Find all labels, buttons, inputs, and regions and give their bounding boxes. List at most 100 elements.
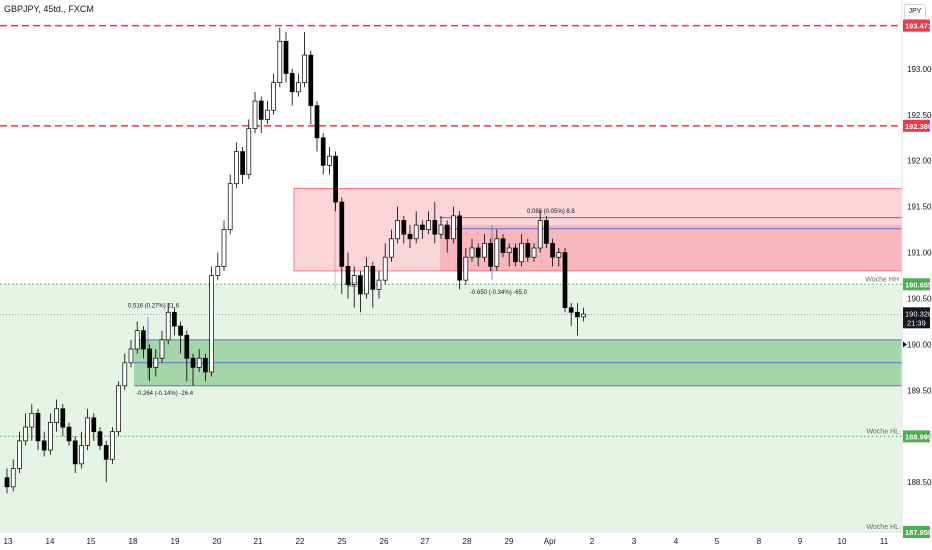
candle-body	[451, 215, 456, 240]
candle-body	[531, 247, 537, 258]
candle	[196, 349, 202, 372]
candle	[66, 422, 72, 446]
time-tick-label: 11	[880, 537, 889, 546]
time-tick-label: 27	[421, 537, 430, 546]
candle	[153, 349, 159, 377]
candle	[562, 247, 568, 313]
candle	[110, 427, 115, 464]
candle-body	[203, 357, 208, 373]
price-badge-text-2: 190.655	[905, 280, 932, 289]
time-tick-label: 19	[171, 537, 180, 546]
candle	[358, 270, 363, 313]
candle-body	[351, 275, 357, 286]
time-tick-label: 29	[505, 537, 514, 546]
measure-annotation-2: 0.088 (0.05%) 8.8	[527, 209, 575, 215]
candle-body	[544, 220, 549, 244]
candle-body	[17, 440, 22, 469]
candle-body	[54, 408, 59, 423]
candle-body	[116, 385, 121, 433]
candles-layer	[4, 27, 586, 494]
candle	[54, 399, 59, 432]
price-badge-text-3: 188.999	[905, 432, 932, 441]
candle-body	[382, 256, 388, 281]
time-tick-label: 15	[87, 537, 96, 546]
candle	[283, 32, 289, 83]
candle	[513, 243, 518, 267]
candle	[79, 431, 84, 469]
candle-body	[103, 445, 109, 460]
candle	[370, 261, 376, 308]
candle	[308, 50, 314, 124]
price-badge-4	[903, 526, 930, 538]
price-axis[interactable]: 193.000 192.500 192.000 191.500 191.000 190.5…	[907, 65, 932, 487]
candle	[531, 243, 537, 262]
candle-body	[438, 224, 444, 235]
candle-body	[389, 238, 394, 258]
time-axis[interactable]: 13 14 15 18 19 20 21 22 25 26 27 28 29 Apr 2 3 4 5 8 9 10 11	[4, 537, 889, 546]
candle-body	[401, 220, 407, 235]
candle-body	[506, 247, 512, 253]
price-tick-label: 193.000	[907, 65, 932, 74]
candle-body	[475, 247, 481, 258]
measure-annotation-3: -0.650 (-0.34%) -65.0	[470, 290, 528, 296]
candle-body	[10, 468, 16, 488]
candle-body	[513, 247, 518, 263]
current-price-badge	[903, 307, 930, 329]
candle	[525, 238, 531, 262]
candle	[500, 234, 506, 258]
candle	[314, 101, 320, 152]
candle	[265, 101, 270, 124]
candle	[451, 206, 456, 244]
candle-body	[141, 330, 146, 350]
price-badge-0	[903, 19, 930, 32]
candle-body	[165, 311, 171, 341]
candle-body	[209, 275, 214, 373]
time-tick-label: 13	[4, 537, 13, 546]
candle-body	[562, 252, 568, 309]
candle-body	[240, 151, 245, 175]
time-tick-label: 5	[715, 537, 720, 546]
candle	[426, 211, 431, 235]
zones-layer	[0, 187, 903, 532]
candle-body	[500, 238, 506, 253]
candle-body	[172, 311, 177, 327]
candle-body	[252, 100, 258, 129]
candle-body	[60, 408, 66, 428]
candle	[302, 32, 307, 88]
candle-body	[457, 215, 462, 281]
measure-annotation-0: 0.516 (0.27%) 51.6	[128, 304, 180, 310]
candle-body	[314, 105, 320, 139]
candle-body	[519, 243, 524, 263]
candle-body	[128, 348, 134, 364]
level-label-3: Woche HL	[866, 428, 899, 435]
candle-body	[426, 220, 431, 230]
time-tick-label: 10	[838, 537, 847, 546]
time-tick-label: 26	[380, 537, 389, 546]
candle-body	[35, 412, 41, 442]
candle	[246, 119, 252, 180]
candle	[203, 353, 208, 382]
candle	[494, 229, 500, 271]
level-label-4: Woche HL	[866, 524, 899, 531]
currency-selector[interactable]: JPY	[904, 4, 926, 20]
candle-body	[221, 229, 227, 267]
candle	[544, 215, 549, 248]
candle-body	[227, 183, 233, 230]
candle	[289, 68, 295, 106]
price-tick-label: 190.000	[907, 340, 932, 349]
candle	[122, 353, 128, 391]
candle	[97, 427, 103, 451]
candle	[506, 243, 512, 267]
candle	[475, 243, 481, 267]
candle	[258, 96, 264, 134]
candle-body	[339, 201, 345, 267]
candle-body	[283, 40, 289, 74]
candle-body	[79, 445, 84, 465]
candle	[271, 73, 276, 115]
level-label-2: Woche HH	[865, 276, 899, 283]
candle-body	[147, 348, 152, 368]
candle	[72, 436, 78, 474]
candle-body	[4, 477, 10, 488]
current-price-text: 190.328	[905, 309, 932, 318]
